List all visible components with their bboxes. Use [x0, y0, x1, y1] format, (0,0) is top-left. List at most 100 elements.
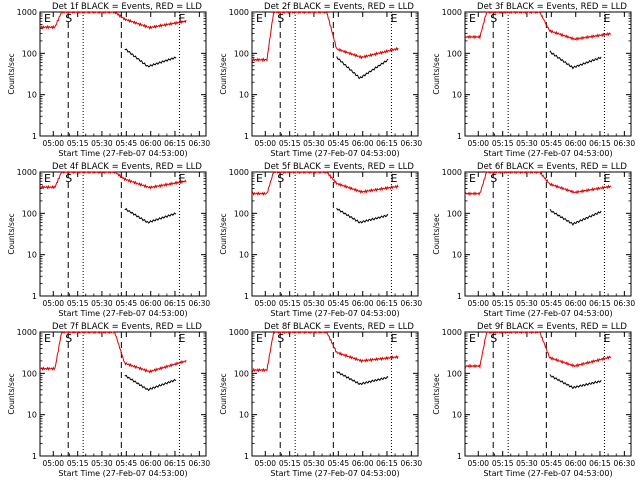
- series-lld-line: [464, 331, 612, 370]
- y-tick-label: 100: [22, 369, 37, 378]
- x-tick-label: 06:15: [376, 139, 398, 148]
- chart-panel-3: Det 3f BLACK = Events, RED = LLD 1 10 100 10…: [432, 2, 635, 158]
- x-tick-label: 05:15: [492, 139, 514, 148]
- x-tick-label: 06:15: [589, 459, 611, 468]
- x-tick-label: 05:30: [303, 459, 325, 468]
- series-events-line: [549, 374, 602, 390]
- chart-panel-4: Det 4f BLACK = Events, RED = LLD 1 10 100 10…: [7, 162, 210, 318]
- marker-label-3: E: [390, 12, 397, 25]
- series-events-line: [124, 374, 177, 392]
- marker-label-1: E: [256, 12, 263, 25]
- series-lld-line: [39, 11, 187, 30]
- x-axis-label: Start Time (27-Feb-07 04:53:00): [270, 309, 399, 318]
- plot-frame: [39, 331, 207, 457]
- x-tick-label: 06:30: [614, 299, 636, 308]
- y-tick-label: 1000: [17, 8, 37, 17]
- x-tick-label: 05:00: [42, 139, 64, 148]
- y-tick-label: 100: [234, 209, 249, 218]
- x-tick-label: 05:00: [42, 299, 64, 308]
- marker-label-2: S: [65, 12, 72, 25]
- x-tick-label: 06:00: [140, 299, 162, 308]
- plot-frame: [464, 331, 632, 457]
- y-tick-label: 10: [452, 411, 462, 420]
- y-tick-label: 1: [244, 292, 249, 301]
- x-tick-label: 06:00: [352, 139, 374, 148]
- y-axis-label: Counts/sec: [432, 213, 441, 254]
- series-events-line: [124, 207, 177, 224]
- y-tick-label: 1000: [17, 328, 37, 337]
- marker-label-3: E: [603, 12, 610, 25]
- y-tick-label: 1000: [442, 168, 462, 177]
- x-tick-label: 06:15: [164, 139, 186, 148]
- marker-label-2: S: [277, 12, 284, 25]
- x-axis-label: Start Time (27-Feb-07 04:53:00): [58, 309, 187, 318]
- chart-panel-9: Det 9f BLACK = Events, RED = LLD 1 10 100 10…: [432, 322, 635, 478]
- series-lld-line: [251, 330, 399, 373]
- chart-panel-1: Det 1f BLACK = Events, RED = LLD 1 10 100 10…: [7, 2, 210, 158]
- x-tick-label: 06:15: [376, 459, 398, 468]
- x-tick-label: 06:30: [614, 139, 636, 148]
- series-events-line: [124, 48, 177, 68]
- chart-title: Det 8f BLACK = Events, RED = LLD: [264, 322, 414, 332]
- x-tick-label: 05:15: [67, 139, 89, 148]
- marker-label-1: E: [469, 12, 476, 25]
- x-tick-label: 05:45: [328, 299, 350, 308]
- x-tick-label: 06:30: [401, 139, 423, 148]
- y-tick-label: 1: [457, 292, 462, 301]
- marker-label-2: S: [277, 332, 284, 345]
- marker-label-3: E: [390, 332, 397, 345]
- chart-title: Det 6f BLACK = Events, RED = LLD: [477, 162, 627, 172]
- x-tick-label: 06:30: [189, 299, 211, 308]
- x-tick-label: 05:30: [516, 459, 538, 468]
- series-events-line: [336, 207, 389, 224]
- x-tick-label: 05:45: [116, 139, 138, 148]
- y-tick-label: 10: [27, 411, 37, 420]
- plot-frame: [251, 331, 419, 457]
- y-axis-label: Counts/sec: [219, 373, 228, 414]
- marker-label-1: E: [256, 172, 263, 185]
- marker-label-1: E: [469, 332, 476, 345]
- series-lld-line: [251, 171, 399, 197]
- series-events-line: [336, 370, 389, 386]
- y-tick-label: 1000: [17, 168, 37, 177]
- x-tick-label: 05:00: [254, 299, 276, 308]
- x-tick-label: 05:15: [492, 299, 514, 308]
- x-tick-label: 06:15: [164, 459, 186, 468]
- x-axis-label: Start Time (27-Feb-07 04:53:00): [58, 469, 187, 478]
- y-tick-label: 1: [32, 132, 37, 141]
- y-tick-label: 10: [239, 411, 249, 420]
- x-tick-label: 06:00: [140, 459, 162, 468]
- x-tick-label: 05:15: [279, 459, 301, 468]
- x-axis-label: Start Time (27-Feb-07 04:53:00): [58, 149, 187, 158]
- marker-label-3: E: [603, 332, 610, 345]
- series-lld-line: [251, 10, 399, 63]
- marker-label-2: S: [65, 172, 72, 185]
- x-tick-label: 05:15: [279, 299, 301, 308]
- x-tick-label: 06:30: [401, 299, 423, 308]
- y-tick-label: 10: [239, 251, 249, 260]
- x-tick-label: 06:30: [614, 459, 636, 468]
- y-tick-label: 100: [447, 49, 462, 58]
- series-lld-line: [464, 11, 612, 42]
- chart-title: Det 4f BLACK = Events, RED = LLD: [52, 162, 202, 172]
- x-tick-label: 05:00: [467, 299, 489, 308]
- series-events-line: [549, 209, 602, 226]
- x-tick-label: 06:15: [376, 299, 398, 308]
- marker-label-2: S: [65, 332, 72, 345]
- x-tick-label: 06:00: [140, 139, 162, 148]
- marker-label-1: E: [469, 172, 476, 185]
- y-tick-label: 1000: [442, 8, 462, 17]
- x-tick-label: 05:45: [541, 459, 563, 468]
- y-tick-label: 100: [234, 369, 249, 378]
- x-tick-label: 06:00: [565, 139, 587, 148]
- x-tick-label: 05:30: [91, 459, 113, 468]
- x-axis-label: Start Time (27-Feb-07 04:53:00): [483, 469, 612, 478]
- y-tick-label: 1000: [442, 328, 462, 337]
- x-tick-label: 06:00: [352, 299, 374, 308]
- plot-frame: [39, 171, 207, 297]
- x-tick-label: 05:00: [254, 459, 276, 468]
- y-tick-label: 100: [447, 369, 462, 378]
- marker-label-2: S: [277, 172, 284, 185]
- x-tick-label: 05:45: [328, 459, 350, 468]
- marker-label-3: E: [603, 172, 610, 185]
